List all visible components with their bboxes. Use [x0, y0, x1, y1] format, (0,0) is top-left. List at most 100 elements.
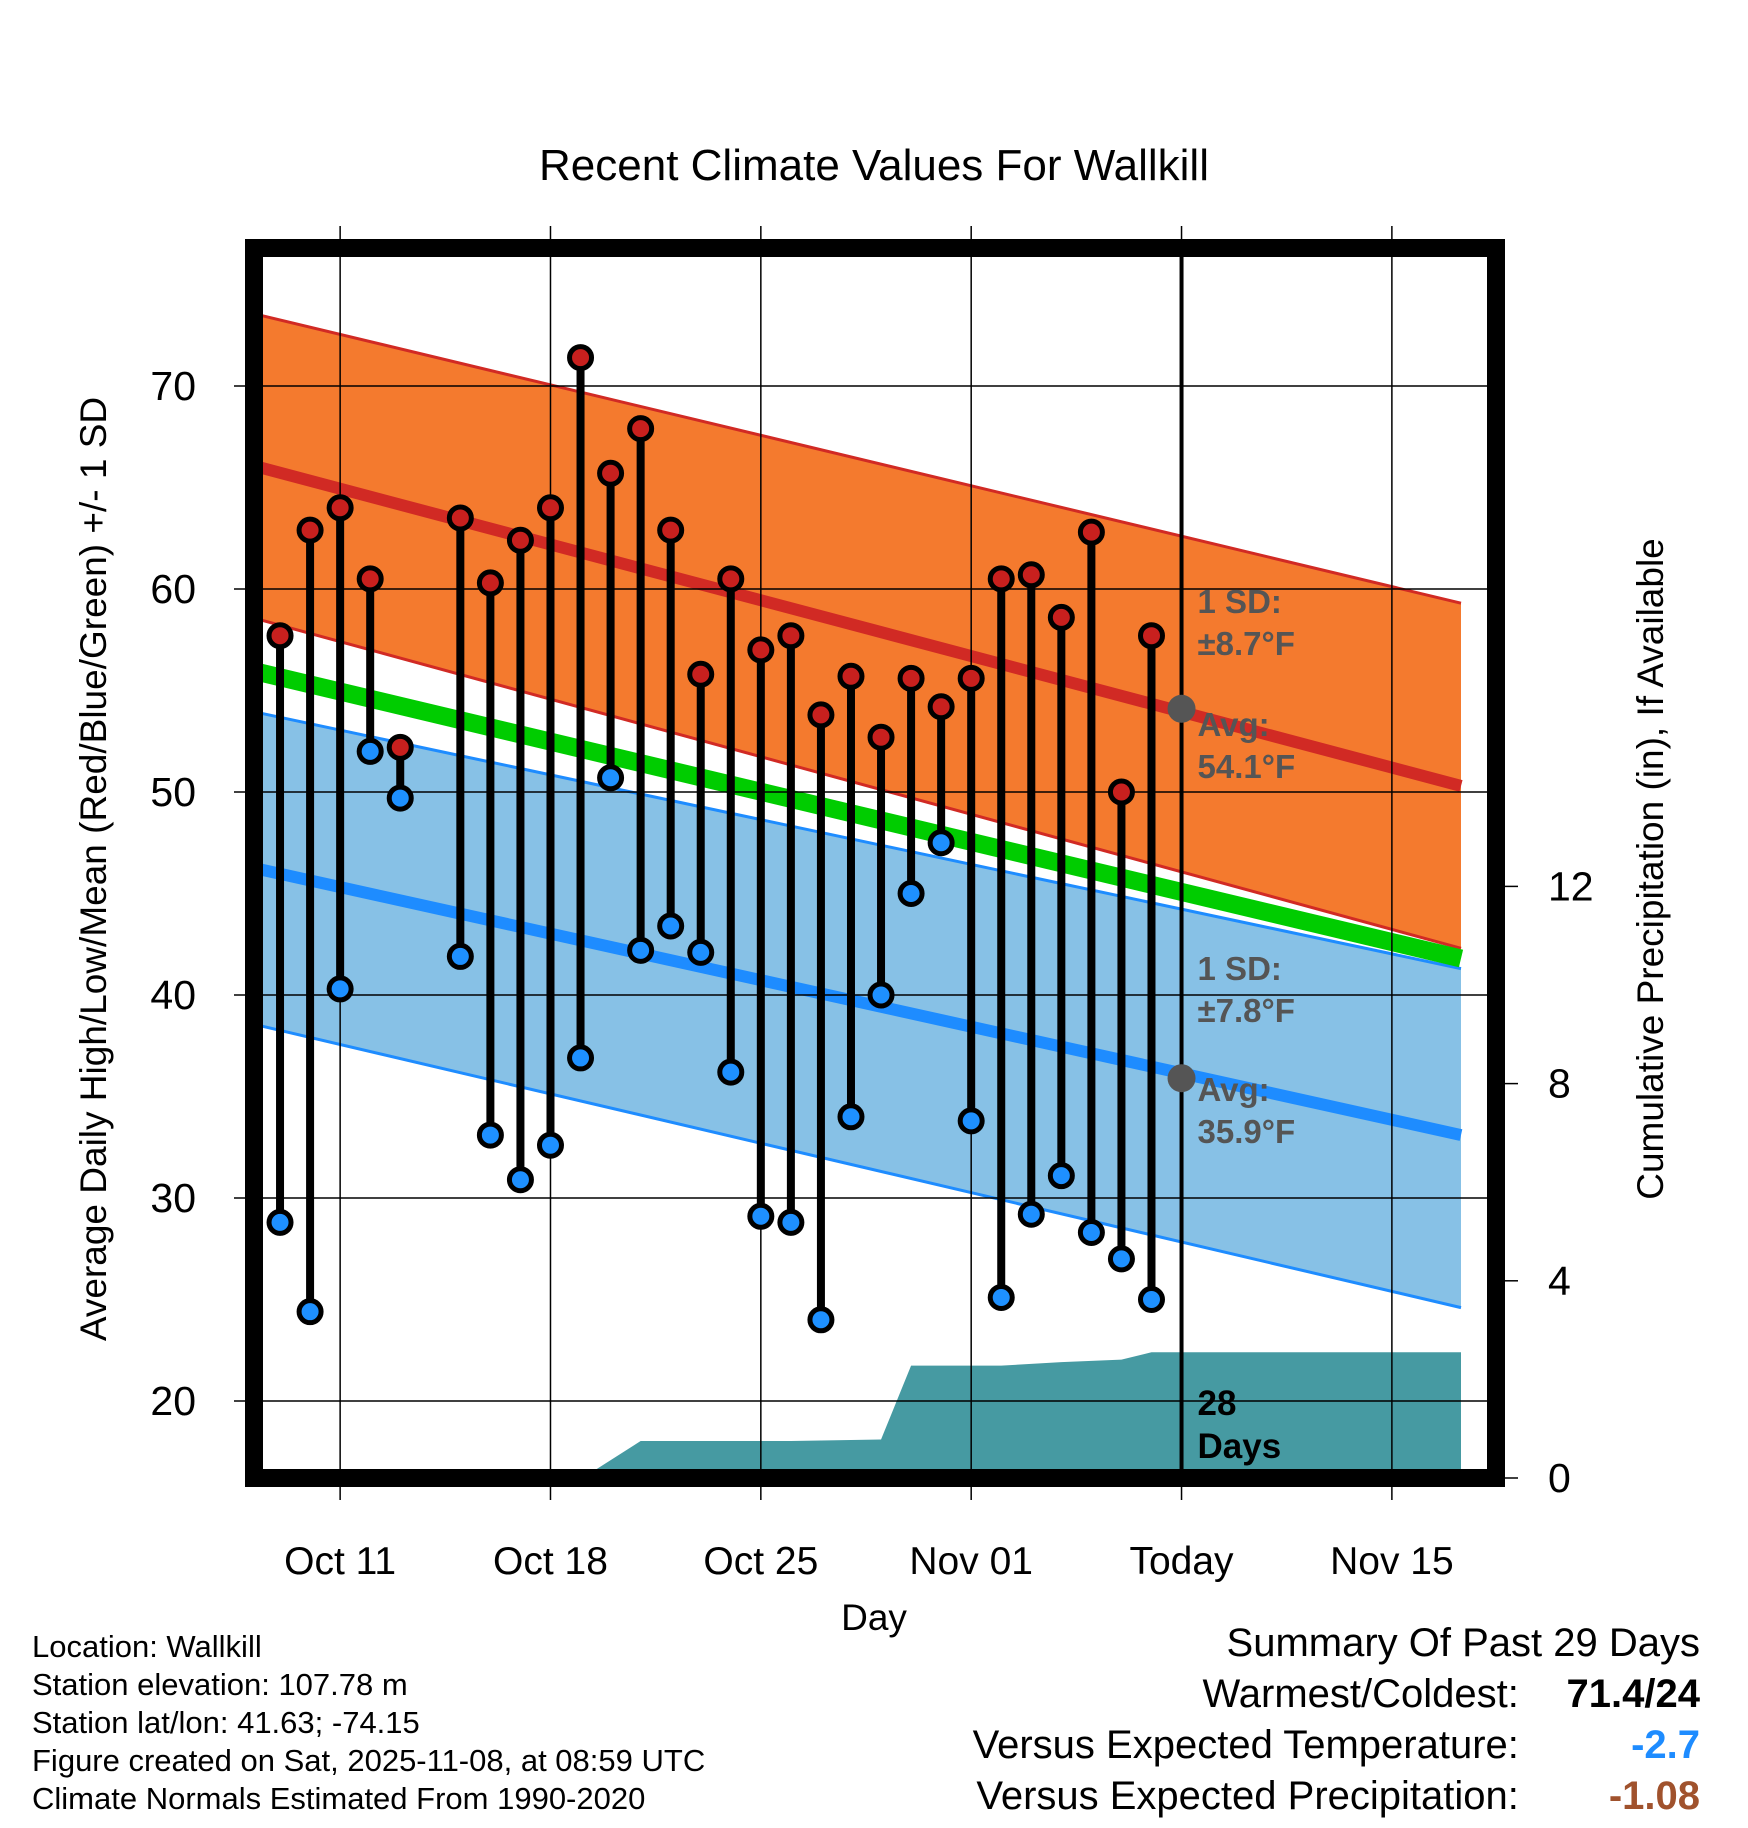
low-point: [897, 880, 925, 907]
high-sd-label: 1 SD:: [1198, 583, 1282, 620]
high-point: [1107, 778, 1135, 806]
y-right-tick-label: 12: [1548, 863, 1594, 909]
x-tick-label: Nov 15: [1330, 1540, 1454, 1583]
low-point: [837, 1103, 865, 1131]
high-point: [386, 733, 414, 761]
low-point: [657, 912, 685, 940]
high-point: [687, 660, 715, 688]
high-point: [1047, 603, 1075, 631]
y-tick-label: 60: [150, 566, 196, 612]
x-tick-label: Oct 11: [284, 1540, 396, 1583]
y-tick-label: 40: [150, 972, 196, 1018]
high-avg-value: 54.1°F: [1198, 748, 1296, 785]
station-info: Location: Wallkill Station elevation: 10…: [32, 1628, 705, 1818]
location-text: Location: Wallkill: [32, 1629, 262, 1664]
today-high-avg-marker: [1167, 694, 1196, 723]
low-point: [476, 1121, 504, 1149]
high-point: [837, 662, 865, 690]
low-avg-label: Avg:: [1198, 1071, 1270, 1108]
high-point: [897, 664, 925, 692]
low-point: [927, 829, 955, 857]
days-count: 28: [1198, 1384, 1237, 1423]
high-point: [867, 723, 895, 751]
low-point: [777, 1208, 805, 1236]
high-point: [987, 565, 1015, 593]
days-word: Days: [1198, 1427, 1282, 1466]
low-point: [1107, 1245, 1135, 1273]
high-avg-label: Avg:: [1198, 706, 1270, 743]
low-point: [266, 1208, 294, 1236]
low-point: [687, 938, 715, 966]
summary-warmest-row: Warmest/Coldest: 71.4/24: [973, 1669, 1701, 1720]
low-point: [446, 942, 474, 970]
low-point: [326, 975, 354, 1003]
y-axis-label-right: Cumulative Precipitation (in), If Availa…: [1630, 538, 1671, 1200]
x-tick-label: Oct 18: [493, 1540, 608, 1583]
high-point: [476, 569, 504, 597]
normals-text: Climate Normals Estimated From 1990-2020: [32, 1781, 646, 1816]
high-point: [1017, 561, 1045, 589]
high-point: [1077, 518, 1105, 546]
low-avg-value: 35.9°F: [1198, 1113, 1296, 1150]
high-point: [567, 344, 595, 372]
high-point: [627, 415, 655, 443]
summary-heading: Summary Of Past 29 Days: [1226, 1621, 1700, 1665]
high-point: [326, 494, 354, 522]
high-point: [1137, 622, 1165, 650]
high-point: [536, 494, 564, 522]
high-point: [927, 693, 955, 721]
high-point: [657, 516, 685, 544]
x-tick-label: Nov 01: [909, 1540, 1033, 1583]
low-sd-band: [259, 712, 1461, 1308]
y-tick-label: 30: [150, 1175, 196, 1221]
low-point: [987, 1283, 1015, 1311]
high-sd-upper-edge: [258, 313, 1462, 605]
y-right-tick-label: 8: [1548, 1061, 1571, 1107]
elevation-text: Station elevation: 107.78 m: [32, 1667, 408, 1702]
warmest-value: 71.4/24: [1566, 1672, 1700, 1716]
low-point: [386, 784, 414, 812]
low-point: [627, 936, 655, 964]
low-sd-label: 1 SD:: [1198, 950, 1282, 987]
summary-panel: Summary Of Past 29 Days Warmest/Coldest:…: [973, 1618, 1700, 1822]
plot-frame: [245, 239, 1505, 1487]
high-point: [807, 701, 835, 729]
temp-anomaly-value: -2.7: [1631, 1723, 1700, 1767]
low-point: [1077, 1219, 1105, 1247]
low-point: [567, 1044, 595, 1072]
x-tick-label: Today: [1129, 1540, 1234, 1583]
low-point: [296, 1298, 324, 1326]
precip-anomaly-label: Versus Expected Precipitation:: [976, 1774, 1519, 1818]
high-point: [506, 526, 534, 554]
y-axis-label-left: Average Daily High/Low/Mean (Red/Blue/Gr…: [73, 397, 114, 1341]
summary-temp-row: Versus Expected Temperature: -2.7: [973, 1720, 1700, 1771]
low-point: [1047, 1162, 1075, 1190]
low-point: [807, 1306, 835, 1334]
high-sd-value: ±8.7°F: [1198, 625, 1295, 662]
x-axis-label: Day: [841, 1597, 907, 1638]
y-tick-label: 50: [150, 769, 196, 815]
latlon-text: Station lat/lon: 41.63; -74.15: [32, 1705, 420, 1740]
warmest-label: Warmest/Coldest:: [1202, 1672, 1519, 1716]
low-sd-value: ±7.8°F: [1198, 992, 1295, 1029]
temp-anomaly-label: Versus Expected Temperature:: [972, 1723, 1519, 1767]
today-low-avg-marker: [1167, 1064, 1196, 1093]
low-point: [957, 1107, 985, 1135]
x-tick-label: Oct 25: [703, 1540, 818, 1583]
y-tick-label: 70: [150, 363, 196, 409]
low-point: [597, 764, 625, 792]
low-point: [506, 1166, 534, 1194]
high-point: [446, 504, 474, 532]
chart-title: Recent Climate Values For Wallkill: [539, 141, 1209, 190]
summary-precip-row: Versus Expected Precipitation: -1.08: [973, 1771, 1700, 1822]
high-point: [957, 664, 985, 692]
low-point: [717, 1058, 745, 1086]
high-point: [296, 516, 324, 544]
y-tick-label: 20: [150, 1378, 196, 1424]
low-point: [1137, 1286, 1165, 1313]
low-sd-lower-edge: [258, 1023, 1462, 1310]
high-point: [266, 622, 294, 650]
high-point: [597, 459, 625, 487]
y-right-tick-label: 0: [1548, 1455, 1571, 1501]
